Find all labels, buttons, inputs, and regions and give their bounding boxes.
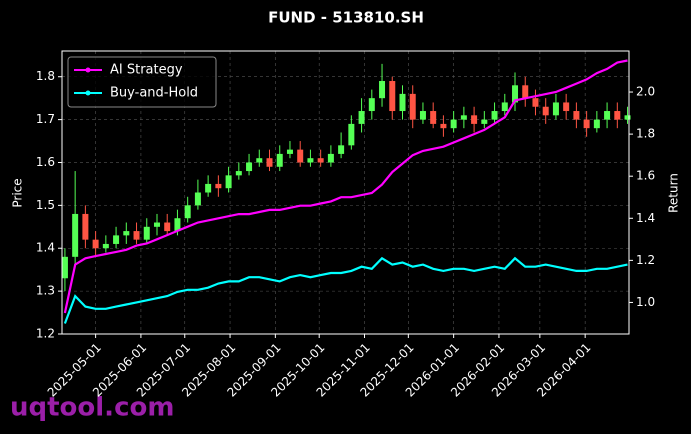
watermark: uqtool.com (10, 393, 174, 423)
candle-body (604, 111, 611, 120)
y2-tick-label: 1.4 (636, 211, 655, 225)
candle-body (235, 171, 242, 176)
candle-body (123, 231, 130, 236)
candle-body (389, 81, 396, 112)
y-tick-label: 1.8 (36, 69, 55, 83)
candle-body (399, 93, 406, 112)
candle-body (471, 115, 478, 124)
candle-body (184, 205, 191, 219)
y2-tick-label: 1.0 (636, 295, 655, 309)
candle-body (532, 98, 539, 107)
y-tick-label: 1.4 (36, 241, 55, 255)
candle-body (440, 123, 447, 129)
candle-body (379, 81, 386, 99)
candle-body (522, 85, 529, 99)
candle-body (348, 123, 355, 146)
y2-tick-label: 1.2 (636, 253, 655, 267)
candle-body (276, 153, 283, 167)
y2-tick-label: 2.0 (636, 85, 655, 99)
candle-body (133, 231, 140, 240)
legend-label: Buy-and-Hold (110, 86, 198, 101)
y2-axis-label: Return (667, 173, 681, 213)
candle-body (512, 85, 519, 103)
candle-body (246, 162, 253, 172)
chart-title: FUND - 513810.SH (268, 9, 424, 27)
candle-body (563, 102, 570, 112)
candle-body (593, 119, 600, 129)
y-tick-label: 1.6 (36, 155, 55, 169)
legend-marker (85, 90, 91, 96)
candle-body (552, 102, 559, 116)
y-tick-label: 1.2 (36, 327, 55, 341)
candle-body (205, 183, 212, 193)
candle-body (450, 119, 457, 129)
candle-body (460, 115, 467, 120)
candle-body (419, 111, 426, 120)
candle-body (194, 192, 201, 206)
y2-tick-label: 1.6 (636, 169, 655, 183)
candle-body (358, 111, 365, 124)
candle-body (583, 119, 590, 129)
candle-body (542, 106, 549, 116)
y-tick-label: 1.7 (36, 112, 55, 126)
y-tick-label: 1.3 (36, 284, 55, 298)
candle-body (481, 119, 488, 124)
candle-body (338, 145, 345, 154)
y-tick-label: 1.5 (36, 198, 55, 212)
candle-body (614, 111, 621, 120)
legend-label: AI Strategy (110, 63, 183, 78)
candle-body (153, 222, 160, 227)
candle-body (501, 102, 508, 112)
candle-body (113, 235, 120, 244)
candle-body (164, 222, 171, 232)
line-series (63, 59, 628, 314)
candle-body (430, 111, 437, 124)
legend: AI Strategy Buy-and-Hold (67, 56, 217, 108)
legend-marker (85, 67, 91, 73)
plot-frame (61, 50, 630, 335)
line-series (63, 256, 628, 324)
candle-body (61, 256, 68, 279)
candle-body (307, 158, 314, 163)
candle-body (327, 153, 334, 163)
candle-body (409, 93, 416, 120)
candle-body (573, 111, 580, 120)
candle-body (82, 213, 89, 240)
candle-body (256, 158, 263, 163)
candle-body (368, 98, 375, 112)
candle-body (286, 149, 293, 154)
candle-body (92, 239, 99, 249)
candle-body (102, 243, 109, 249)
candle-body (624, 115, 631, 120)
candle-body (174, 218, 181, 232)
legend-box (67, 56, 217, 108)
candle-body (491, 111, 498, 120)
y-axis-label: Price (11, 178, 25, 207)
candle-body (266, 158, 273, 167)
y2-tick-label: 1.8 (636, 127, 655, 141)
candle-body (72, 213, 79, 257)
candle-body (225, 175, 232, 189)
candle-body (317, 158, 324, 163)
candle-body (215, 183, 222, 189)
candle-body (297, 149, 304, 163)
candle-body (143, 226, 150, 240)
